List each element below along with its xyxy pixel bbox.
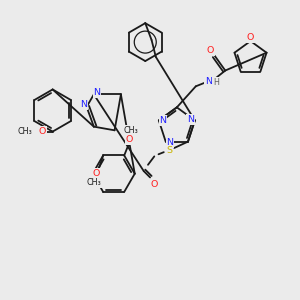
Text: N: N — [205, 76, 212, 85]
Text: O: O — [92, 169, 100, 178]
Text: CH₃: CH₃ — [18, 127, 33, 136]
Text: O: O — [247, 33, 254, 42]
Text: CH₃: CH₃ — [86, 178, 101, 187]
Text: O: O — [38, 127, 46, 136]
Text: N: N — [94, 88, 100, 97]
Text: O: O — [151, 180, 158, 189]
Text: S: S — [166, 146, 172, 154]
Text: N: N — [160, 116, 167, 125]
Text: CH₃: CH₃ — [123, 126, 138, 135]
Text: N: N — [80, 100, 87, 109]
Text: N: N — [167, 138, 173, 147]
Text: N: N — [187, 115, 194, 124]
Text: H: H — [213, 78, 219, 87]
Text: O: O — [207, 46, 214, 55]
Text: O: O — [126, 135, 133, 144]
